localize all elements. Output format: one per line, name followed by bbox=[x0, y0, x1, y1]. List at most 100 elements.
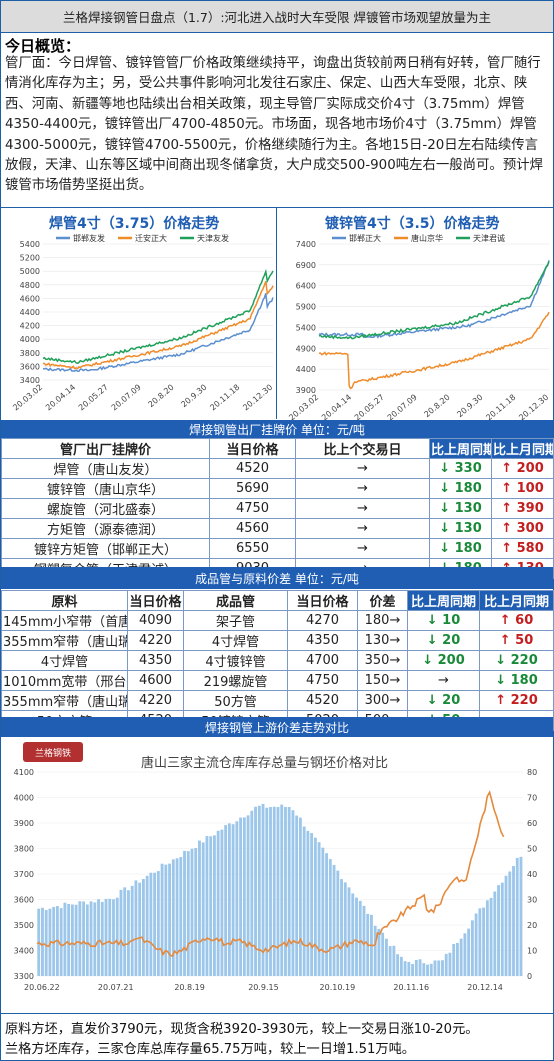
inventory-chart-title: 唐山三家主流仓库库存总量与钢坯价格对比 bbox=[141, 756, 389, 771]
factory-month-cell: 580 bbox=[491, 538, 554, 559]
inventory-chart-svg: 4100 4000 3900 3800 3700 3600 3500 3400 3300 80 7… bbox=[14, 768, 538, 992]
y-tick-label: 6900 bbox=[296, 261, 316, 270]
factory-day-cell: → bbox=[295, 538, 430, 559]
inventory-bar bbox=[418, 959, 422, 976]
inventory-bar bbox=[89, 901, 93, 976]
inventory-bar bbox=[59, 908, 63, 976]
spread-month-cell: 180 bbox=[479, 670, 554, 691]
spread-week-cell: 20 bbox=[407, 690, 480, 711]
upstream-section-title: 焊接钢管上游价差走势对比 bbox=[204, 720, 349, 735]
x-tick-label: 20.05.27 bbox=[77, 383, 110, 413]
factory-section-bar: 焊接钢管出厂挂牌价 单位：元/吨 bbox=[1, 420, 553, 438]
spread-diff-cell: 180→ bbox=[357, 610, 408, 631]
y-tick-label: 6400 bbox=[296, 282, 316, 291]
y-right-tick-label: 20 bbox=[527, 921, 537, 930]
factory-day-cell: → bbox=[295, 458, 430, 479]
inventory-bar bbox=[280, 804, 284, 976]
inventory-bar bbox=[306, 830, 310, 976]
factory-day-cell: → bbox=[295, 518, 430, 539]
inventory-bar bbox=[351, 893, 355, 976]
y-left-tick-label: 3900 bbox=[14, 819, 34, 828]
factory-price-cell: 4520 bbox=[209, 458, 296, 479]
factory-price-cell: 4750 bbox=[209, 498, 296, 519]
inventory-bar bbox=[362, 905, 366, 976]
y-left-tick-label: 4100 bbox=[14, 768, 34, 777]
inventory-bar bbox=[456, 942, 459, 976]
factory-month-cell: 100 bbox=[491, 478, 554, 499]
inventory-bar bbox=[448, 952, 452, 976]
factory-row: 螺旋管（河北盛泰）4750→130390 bbox=[1, 498, 554, 519]
inventory-bar bbox=[411, 964, 414, 976]
inventory-bar bbox=[433, 960, 437, 976]
factory-price-cell: 4560 bbox=[209, 518, 296, 539]
spread-product-cell: 4寸镀锌管 bbox=[183, 650, 288, 671]
inventory-bar bbox=[149, 872, 153, 976]
weld-pipe-chart: 焊管4寸（3.75）价格走势 邯郸友发 迁安正大 天津友发 5400 5200 5000… bbox=[1, 207, 277, 419]
factory-name-cell: 镀锌管（唐山京华） bbox=[1, 478, 210, 499]
y-right-tick-label: 80 bbox=[527, 768, 537, 777]
y-right-tick-label: 70 bbox=[527, 794, 537, 803]
inventory-bar bbox=[100, 901, 104, 976]
inventory-bar bbox=[482, 907, 486, 976]
x-tick-label: 20.9.30 bbox=[455, 393, 484, 420]
series-line bbox=[318, 260, 550, 339]
factory-row: 镀锌管（唐山京华）5690→180100 bbox=[1, 478, 554, 499]
y-tick-label: 5400 bbox=[20, 240, 40, 249]
factory-row: 方矩管（源泰德润）4560→130300 bbox=[1, 518, 554, 539]
inventory-bar bbox=[171, 859, 175, 976]
factory-name-cell: 方矩管（源泰德润） bbox=[1, 518, 210, 539]
legend-label: 天津友发 bbox=[197, 233, 229, 243]
spread-section-title: 成品管与原料价差 单位：元/吨 bbox=[195, 571, 359, 586]
inventory-bar bbox=[82, 901, 85, 976]
inventory-bar bbox=[467, 928, 471, 976]
factory-row: 镀锌方矩管（邯郸正大）6550→180580 bbox=[1, 538, 554, 559]
factory-header-day: 比上个交易日 bbox=[295, 438, 430, 459]
inventory-bar bbox=[44, 909, 48, 976]
inventory-bar bbox=[463, 933, 467, 976]
factory-month-cell: 200 bbox=[491, 458, 554, 479]
factory-header-week: 比上周同期 bbox=[429, 438, 492, 459]
overview-text: 管厂面：今日焊管、镀锌管管厂价格政策继续持平，询盘出货较前两日稍有好转，管厂随行… bbox=[5, 56, 544, 194]
y-left-tick-label: 4000 bbox=[14, 794, 34, 803]
y-tick-label: 7400 bbox=[296, 240, 316, 249]
spread-product-price-cell: 4750 bbox=[287, 670, 358, 691]
x-tick-label: 20.9.15 bbox=[248, 983, 279, 992]
inventory-bar bbox=[145, 875, 149, 976]
spread-product-cell: 4寸焊管 bbox=[183, 630, 288, 651]
x-tick-label: 20.8.20 bbox=[423, 393, 452, 420]
inventory-bar bbox=[67, 903, 71, 976]
x-tick-label: 20.03.02 bbox=[11, 383, 44, 413]
inventory-bar bbox=[205, 836, 209, 976]
footer-line-1: 原料方坯，直发价3790元，现货含税3920-3930元，较上一交易日涨10-2… bbox=[5, 1022, 479, 1037]
factory-day-cell: → bbox=[295, 478, 430, 499]
inventory-bar bbox=[254, 806, 257, 976]
spread-week-cell: 200 bbox=[407, 650, 480, 671]
y-tick-label: 4900 bbox=[296, 344, 316, 353]
x-tick-label: 20.8.20 bbox=[147, 383, 176, 410]
inventory-bar bbox=[295, 815, 299, 976]
factory-day-cell: → bbox=[295, 498, 430, 519]
inventory-bar bbox=[328, 859, 332, 976]
inventory-bar bbox=[343, 882, 347, 976]
y-right-tick-label: 40 bbox=[527, 870, 537, 879]
inventory-bar bbox=[489, 897, 493, 976]
inventory-bar bbox=[474, 913, 478, 976]
x-tick-label: 20.07.09 bbox=[386, 393, 419, 420]
inventory-bar bbox=[437, 960, 441, 976]
inventory-bar bbox=[414, 959, 418, 976]
inventory-bar bbox=[298, 817, 302, 976]
factory-name-cell: 螺旋管（河北盛泰） bbox=[1, 498, 210, 519]
y-tick-label: 4400 bbox=[20, 308, 40, 317]
inventory-bar bbox=[321, 847, 325, 976]
spread-week-cell: → bbox=[407, 670, 480, 691]
inventory-bar bbox=[355, 897, 358, 976]
inventory-bar bbox=[504, 875, 508, 976]
inventory-bar bbox=[63, 902, 67, 976]
inventory-bar bbox=[115, 897, 119, 976]
factory-week-cell: 330 bbox=[429, 458, 492, 479]
series-line bbox=[318, 261, 550, 340]
